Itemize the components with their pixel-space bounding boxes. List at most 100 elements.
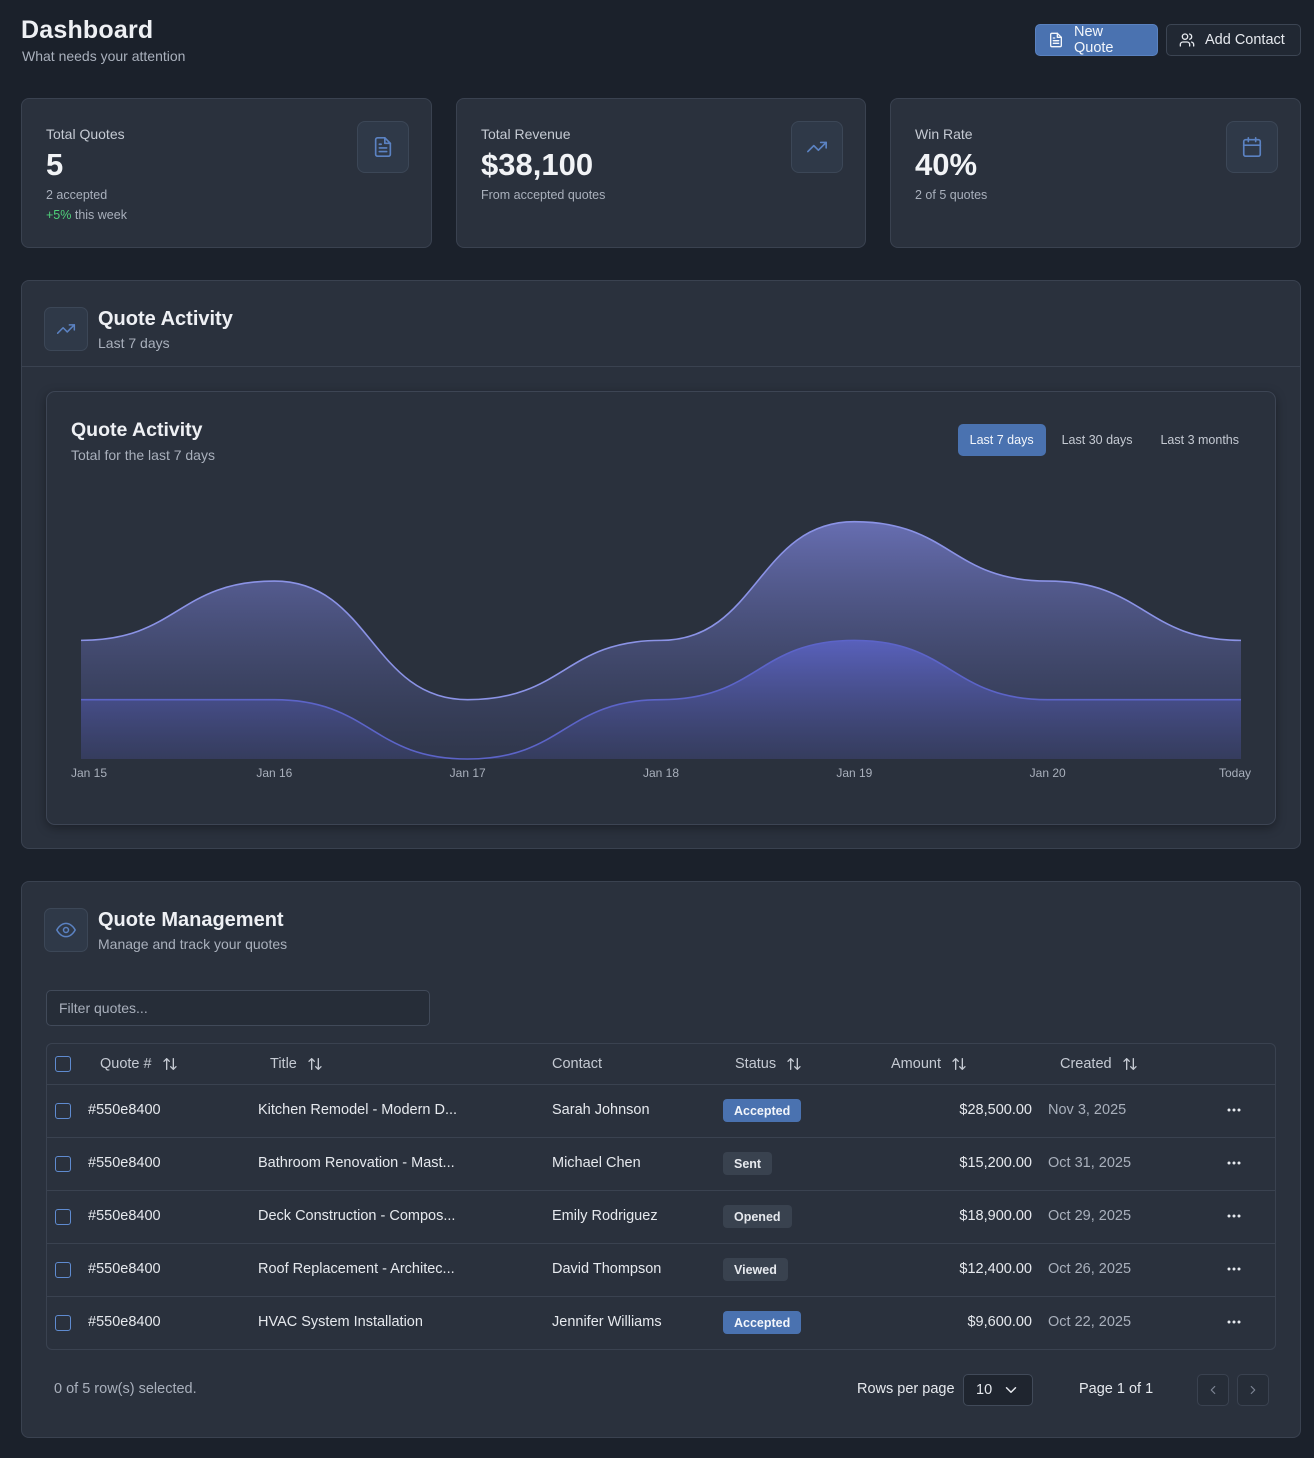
more-actions-icon[interactable]: [1223, 1099, 1245, 1121]
more-actions-icon[interactable]: [1223, 1152, 1245, 1174]
filter-quotes-input[interactable]: [46, 990, 430, 1026]
page-subtitle: What needs your attention: [22, 48, 186, 64]
eye-icon: [44, 908, 88, 952]
column-label: Status: [735, 1056, 777, 1072]
table-row[interactable]: #550e8400 Kitchen Remodel - Modern D... …: [47, 1085, 1275, 1138]
x-tick-label: Jan 19: [836, 766, 872, 780]
table-row[interactable]: #550e8400 Bathroom Renovation - Mast... …: [47, 1138, 1275, 1191]
quote-contact: Michael Chen: [552, 1155, 641, 1171]
row-checkbox[interactable]: [55, 1315, 71, 1331]
column-header-title[interactable]: Title: [270, 1056, 323, 1072]
stat-trend: +5% this week: [46, 208, 127, 222]
add-contact-button[interactable]: Add Contact: [1166, 24, 1301, 56]
row-checkbox[interactable]: [55, 1156, 71, 1172]
row-checkbox[interactable]: [55, 1103, 71, 1119]
column-label: Title: [270, 1056, 297, 1072]
quote-created: Oct 26, 2025: [1048, 1261, 1132, 1277]
chevron-left-icon: [1210, 1385, 1216, 1395]
quote-created: Oct 29, 2025: [1048, 1208, 1132, 1224]
column-label: Contact: [552, 1056, 602, 1072]
quote-amount: $9,600.00: [967, 1314, 1032, 1330]
column-header-status[interactable]: Status: [735, 1056, 802, 1072]
more-actions-icon[interactable]: [1223, 1258, 1245, 1280]
x-tick-label: Jan 15: [71, 766, 107, 780]
new-quote-button[interactable]: New Quote: [1035, 24, 1158, 56]
stat-value: 5: [46, 147, 64, 182]
column-label: Created: [1060, 1056, 1112, 1072]
chart-title: Quote Activity: [71, 419, 203, 441]
status-badge: Accepted: [723, 1099, 802, 1122]
series-1-line: [80, 520, 1242, 701]
table-row[interactable]: #550e8400 Deck Construction - Compos... …: [47, 1191, 1275, 1244]
calendar-icon: [1226, 121, 1278, 173]
selection-count: 0 of 5 row(s) selected.: [54, 1381, 197, 1397]
quote-title: Kitchen Remodel - Modern D...: [258, 1102, 458, 1118]
rows-per-page-label: Rows per page: [857, 1381, 955, 1397]
chevron-down-icon: [1005, 1387, 1017, 1393]
chart-subtitle: Total for the last 7 days: [71, 447, 215, 463]
column-header-contact: Contact: [552, 1056, 602, 1072]
select-all-checkbox[interactable]: [55, 1056, 71, 1072]
section-subtitle: Manage and track your quotes: [98, 936, 288, 952]
section-title: Quote Management: [98, 909, 284, 931]
previous-page-button[interactable]: [1197, 1374, 1229, 1406]
more-actions-icon[interactable]: [1223, 1205, 1245, 1227]
file-text-icon: [1050, 32, 1062, 48]
more-actions-icon[interactable]: [1223, 1311, 1245, 1333]
trending-up-icon: [44, 307, 88, 351]
section-subtitle: Last 7 days: [98, 335, 170, 351]
table-header: Quote # Title Contact Status Amount Crea…: [47, 1044, 1275, 1085]
quote-created: Oct 31, 2025: [1048, 1155, 1132, 1171]
quote-created: Nov 3, 2025: [1048, 1102, 1127, 1118]
quote-contact: Jennifer Williams: [552, 1314, 662, 1330]
quote-contact: Sarah Johnson: [552, 1102, 650, 1118]
stat-value: 40%: [915, 147, 978, 182]
table-row[interactable]: #550e8400 Roof Replacement - Architec...…: [47, 1244, 1275, 1297]
range-button-7-days[interactable]: Last 7 days: [957, 424, 1046, 456]
x-tick-label: Jan 18: [643, 766, 679, 780]
quote-management-card: Quote Management Manage and track your q…: [21, 881, 1301, 1438]
range-button-3-months[interactable]: Last 3 months: [1160, 433, 1239, 447]
section-title: Quote Activity: [98, 308, 233, 330]
row-checkbox[interactable]: [55, 1262, 71, 1278]
quote-title: Deck Construction - Compos...: [258, 1208, 456, 1224]
column-header-amount[interactable]: Amount: [891, 1056, 967, 1072]
table-row[interactable]: #550e8400 HVAC System Installation Jenni…: [47, 1297, 1275, 1349]
stat-value: $38,100: [481, 147, 594, 182]
status-badge: Sent: [723, 1152, 773, 1175]
quote-title: Bathroom Renovation - Mast...: [258, 1155, 455, 1171]
range-toggle-group: Last 7 days Last 30 days Last 3 months: [957, 424, 1251, 456]
quote-id: #550e8400: [88, 1208, 161, 1224]
add-contact-label: Add Contact: [1205, 32, 1285, 48]
range-button-30-days[interactable]: Last 30 days: [1061, 433, 1133, 447]
quotes-table: Quote # Title Contact Status Amount Crea…: [46, 1043, 1276, 1350]
trend-value: +5%: [46, 208, 72, 222]
quote-id: #550e8400: [88, 1261, 161, 1277]
quote-contact: David Thompson: [552, 1261, 662, 1277]
column-header-quote[interactable]: Quote #: [100, 1056, 178, 1072]
series-2-line: [80, 639, 1241, 760]
quote-id: #550e8400: [88, 1314, 161, 1330]
stat-subtext: From accepted quotes: [481, 188, 606, 202]
chevron-right-icon: [1250, 1385, 1256, 1395]
page-indicator: Page 1 of 1: [1079, 1381, 1154, 1397]
trending-up-icon: [791, 121, 843, 173]
stat-label: Total Quotes: [46, 126, 125, 142]
trend-suffix: this week: [71, 208, 127, 222]
column-header-created[interactable]: Created: [1060, 1056, 1138, 1072]
rows-per-page-select[interactable]: 10: [963, 1374, 1033, 1406]
quote-contact: Emily Rodriguez: [552, 1208, 658, 1224]
next-page-button[interactable]: [1237, 1374, 1269, 1406]
users-icon: [1179, 33, 1195, 47]
quote-title: HVAC System Installation: [258, 1314, 423, 1330]
row-checkbox[interactable]: [55, 1209, 71, 1225]
stat-subtext: 2 accepted: [46, 188, 108, 202]
quote-amount: $12,400.00: [959, 1261, 1032, 1277]
stat-card-win-rate: Win Rate 40% 2 of 5 quotes: [890, 98, 1301, 248]
status-badge: Opened: [723, 1205, 792, 1228]
quote-activity-card: Quote Activity Last 7 days Quote Activit…: [21, 280, 1301, 849]
quote-created: Oct 22, 2025: [1048, 1314, 1132, 1330]
x-tick-label: Jan 20: [1030, 766, 1066, 780]
new-quote-label: New Quote: [1074, 24, 1114, 56]
column-label: Amount: [891, 1056, 941, 1072]
